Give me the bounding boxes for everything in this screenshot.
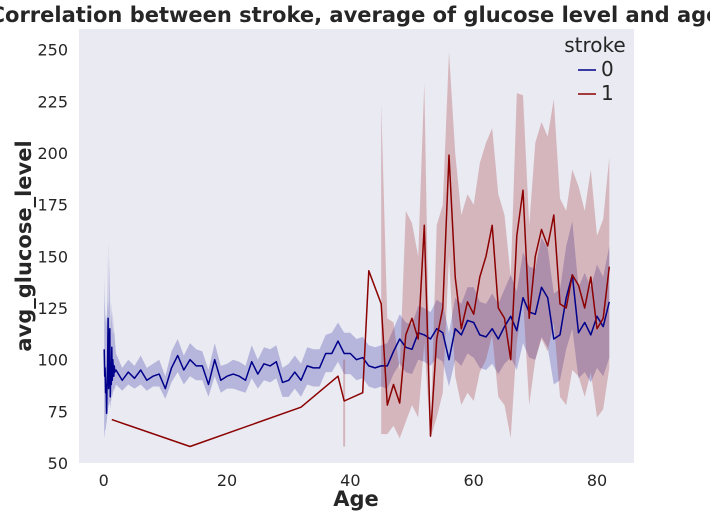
x-tick-label: 40 <box>340 471 360 490</box>
y-tick-label: 200 <box>37 144 68 163</box>
series-lines <box>103 154 611 448</box>
y-tick-label: 50 <box>48 454 68 473</box>
legend-label-0: 0 <box>601 57 614 81</box>
y-tick-label: 100 <box>37 351 68 370</box>
legend-title: stroke <box>564 33 625 57</box>
confidence-band-1 <box>381 51 610 439</box>
y-tick-label: 175 <box>37 196 68 215</box>
series-line-1 <box>111 154 611 448</box>
x-tick-label: 20 <box>217 471 237 490</box>
plot-area <box>79 29 634 463</box>
y-axis-ticks: 50 75 100 125 150 175 200 225 250 <box>37 41 68 473</box>
y-axis-label: avg_glucose_level <box>12 140 36 351</box>
y-tick-label: 125 <box>37 299 68 318</box>
series-line-0 <box>103 274 611 415</box>
x-tick-label: 80 <box>587 471 607 490</box>
chart-title: Correlation between stroke, average of g… <box>0 3 710 27</box>
x-tick-label: 60 <box>463 471 483 490</box>
confidence-bands <box>104 51 610 447</box>
legend-label-1: 1 <box>601 81 614 105</box>
y-tick-label: 75 <box>48 402 68 421</box>
x-axis-ticks: 0 20 40 60 80 <box>99 471 608 490</box>
x-axis-label: Age <box>333 487 379 511</box>
y-tick-label: 225 <box>37 92 68 111</box>
x-tick-label: 0 <box>99 471 109 490</box>
legend: stroke 0 1 <box>564 33 625 105</box>
confidence-band-0 <box>104 221 610 439</box>
y-tick-label: 250 <box>37 41 68 60</box>
y-tick-label: 150 <box>37 247 68 266</box>
